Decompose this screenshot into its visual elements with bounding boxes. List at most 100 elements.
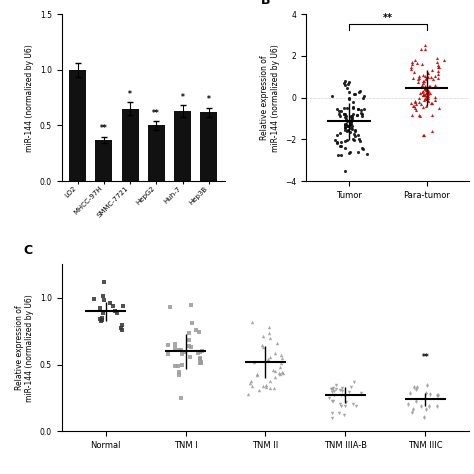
Point [422,75,430,82]
Point [424,88,432,95]
Point [263,383,270,391]
Point [425,82,433,90]
Point [340,391,347,399]
Point [333,106,340,113]
Point [342,398,350,406]
Bar [121,109,138,181]
Point [192,327,200,334]
Point [409,102,417,109]
Point [336,401,343,408]
Point [277,360,285,367]
Point [166,303,174,311]
Point [424,94,432,102]
Point [164,341,172,348]
Point [349,113,356,120]
Point [428,111,436,118]
Point [420,413,428,420]
Point [412,100,420,108]
Bar [69,70,86,181]
Point [337,108,344,115]
Point [341,124,349,132]
Point [185,329,193,337]
Point [259,343,266,350]
Point [337,402,345,410]
Point [337,391,345,399]
Point [111,307,119,315]
Point [328,397,336,404]
Point [419,88,427,95]
Point [418,83,425,91]
Point [119,302,127,310]
Point [118,321,126,328]
Point [419,91,427,99]
Point [433,402,441,410]
Point [431,82,439,89]
Point [247,377,255,384]
Point [333,131,341,139]
Point [356,87,363,94]
Point [100,278,108,286]
Point [434,58,441,66]
Point [341,126,348,134]
Point [408,64,415,71]
Point [358,145,366,152]
Point [250,358,257,365]
Point [419,103,427,111]
Point [332,382,339,389]
Point [418,61,426,68]
Point [341,110,349,118]
Point [271,349,279,357]
Point [197,360,204,367]
Point [99,309,107,316]
Point [328,385,336,392]
Point [355,132,362,139]
Point [410,383,418,391]
Point [424,90,432,98]
Y-axis label: miR-144 (normalized by U6): miR-144 (normalized by U6) [25,44,34,152]
Point [425,98,432,105]
Point [335,409,343,416]
Point [431,72,439,80]
Point [422,72,429,80]
Point [429,75,437,83]
Point [328,388,336,396]
Point [178,394,185,402]
Point [265,323,273,330]
Point [409,74,417,82]
Point [349,136,357,143]
Point [349,98,356,106]
Point [337,138,345,146]
Bar [148,126,165,181]
Point [195,328,203,336]
Point [411,56,419,64]
Point [355,148,362,156]
Point [341,411,348,419]
Point [272,367,279,374]
Point [421,94,429,102]
Point [415,112,423,119]
Point [346,120,354,128]
Y-axis label: Relative expression of
miR-144 (normalized by U6): Relative expression of miR-144 (normaliz… [260,44,280,152]
Point [180,348,187,356]
Point [342,115,350,123]
Point [330,387,338,395]
Point [421,91,429,99]
Point [343,112,350,119]
Point [418,89,425,96]
Point [341,113,349,121]
Point [335,108,342,115]
Point [171,340,179,347]
Point [255,386,263,393]
Point [434,63,442,71]
Point [421,84,428,91]
Point [354,111,361,119]
Point [423,92,430,100]
Point [276,363,284,371]
Point [340,110,348,118]
Point [426,89,434,97]
Point [340,110,347,118]
Point [433,392,441,399]
Point [343,137,351,144]
Point [419,79,427,87]
Point [341,121,348,129]
